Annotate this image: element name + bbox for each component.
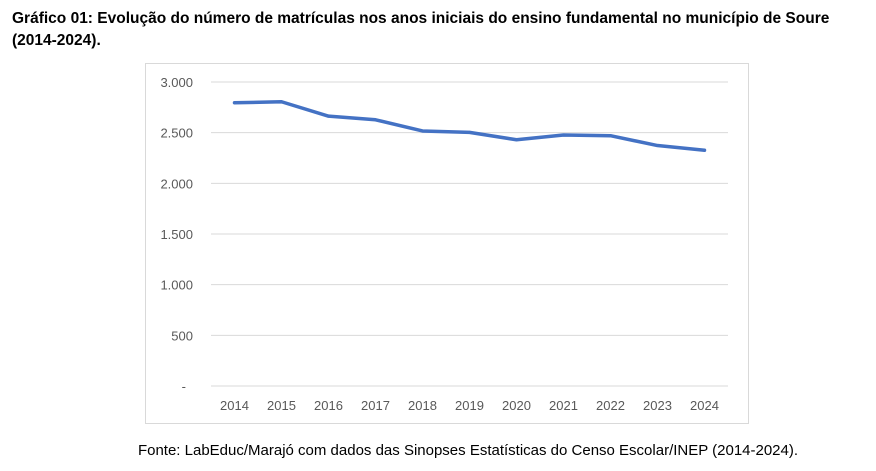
x-tick-label: 2023	[643, 398, 672, 413]
chart-title: Gráfico 01: Evolução do número de matríc…	[12, 10, 830, 49]
x-tick-label: 2014	[220, 398, 249, 413]
data-point-2018	[421, 129, 424, 133]
chart-frame	[145, 63, 749, 424]
y-tick-label: 1.000	[160, 278, 193, 293]
data-line	[232, 100, 707, 152]
data-point-2024	[703, 148, 706, 152]
x-tick-label: 2019	[455, 398, 484, 413]
x-tick-label: 2017	[361, 398, 390, 413]
data-point-2015	[280, 100, 283, 104]
y-tick-label: 3.000	[160, 75, 193, 90]
x-tick-label: 2020	[502, 398, 531, 413]
y-tick-label: -	[182, 379, 186, 394]
data-point-2021	[562, 133, 565, 137]
x-tick-label: 2022	[596, 398, 625, 413]
data-point-2023	[656, 144, 659, 148]
data-point-2016	[327, 114, 330, 118]
data-point-2019	[468, 130, 471, 134]
x-tick-label: 2018	[408, 398, 437, 413]
y-tick-label: 2.000	[160, 176, 193, 191]
x-tick-label: 2015	[267, 398, 296, 413]
x-tick-label: 2016	[314, 398, 343, 413]
x-tick-label: 2024	[690, 398, 719, 413]
x-tick-label: 2021	[549, 398, 578, 413]
data-point-2014	[233, 101, 236, 105]
source-note: Fonte: LabEduc/Marajó com dados das Sino…	[137, 442, 799, 459]
data-point-2020	[515, 138, 518, 142]
y-tick-label: 2.500	[160, 126, 193, 141]
y-tick-label: 1.500	[160, 227, 193, 242]
data-point-2017	[374, 118, 377, 122]
data-point-2022	[609, 134, 612, 138]
y-tick-label: 500	[171, 328, 193, 343]
